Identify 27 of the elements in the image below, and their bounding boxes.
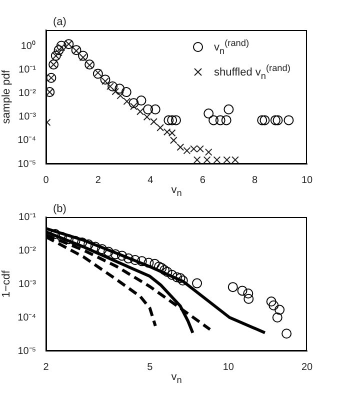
x-axis-title: v$_{n}$ xyxy=(170,184,183,198)
y-tick-label: 10⁻¹ xyxy=(18,64,37,76)
y-axis-title: sample pdf xyxy=(0,69,13,124)
y-tick-label: 10⁻⁵ xyxy=(18,158,36,170)
y-tick-label: 10⁻³ xyxy=(18,278,37,290)
y-tick-label: 10⁰ xyxy=(20,40,36,52)
y-tick-label: 10⁻⁴ xyxy=(18,135,36,146)
x-tick-label: 8 xyxy=(252,174,258,186)
x-tick-label: 6 xyxy=(200,174,206,186)
x-tick-label: 2 xyxy=(43,362,50,373)
x-tick-label: 2 xyxy=(95,174,102,186)
x-tick-label: 10 xyxy=(222,362,234,373)
x-tick-label: 5 xyxy=(147,362,154,373)
y-tick-label: 10⁻³ xyxy=(18,112,37,123)
x-axis-title: v$_{n}$ xyxy=(170,371,183,386)
x-tick-label: 10 xyxy=(301,174,313,186)
y-tick-label: 10⁻⁴ xyxy=(18,312,36,324)
x-tick-label: 0 xyxy=(43,174,50,186)
chart-title: (a) xyxy=(53,16,66,28)
y-tick-label: 10⁻⁵ xyxy=(18,346,36,357)
y-tick-label: 10⁻¹ xyxy=(18,212,37,223)
x-tick-label: 20 xyxy=(301,362,313,373)
y-tick-label: 10⁻² xyxy=(18,88,37,100)
y-axis-title: 1−cdf xyxy=(0,269,13,298)
x-tick-label: 4 xyxy=(148,174,154,186)
chart-title: (b) xyxy=(53,203,66,215)
y-tick-label: 10⁻² xyxy=(18,245,37,256)
